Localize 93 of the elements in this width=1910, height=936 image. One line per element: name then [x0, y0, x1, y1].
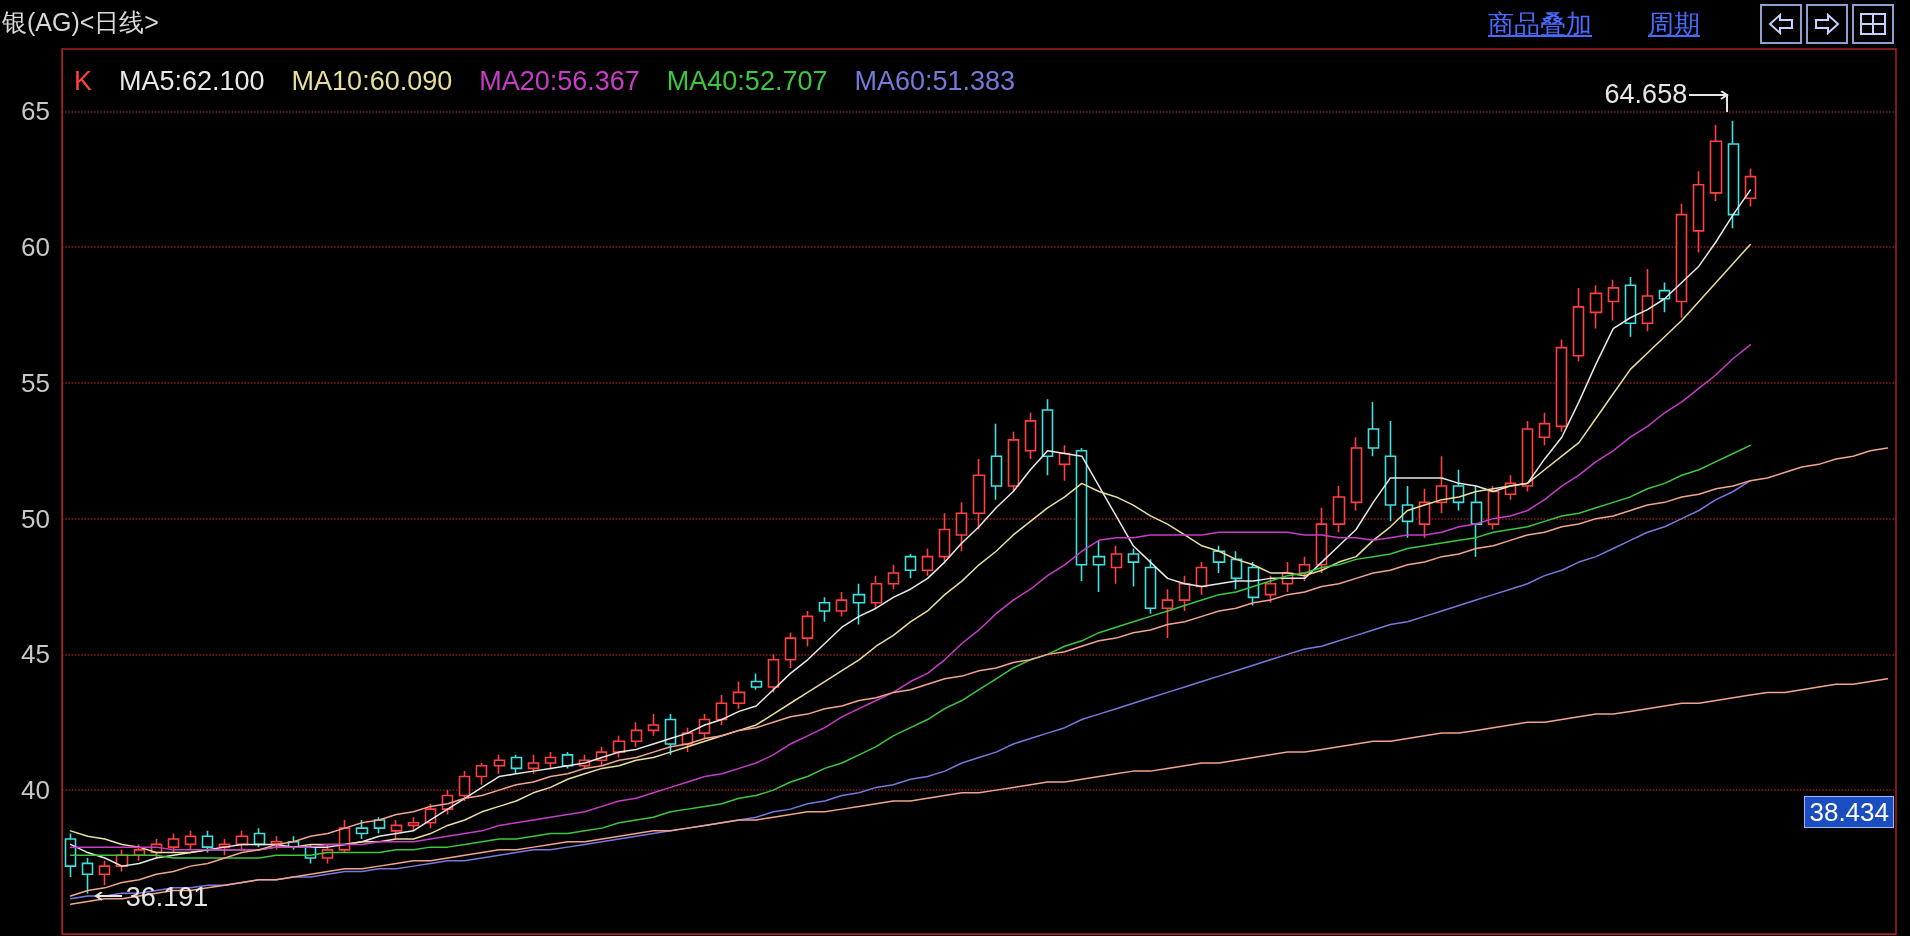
candlestick: [612, 735, 626, 759]
candlestick: [510, 754, 523, 775]
candlestick: [921, 547, 934, 577]
candlestick: [835, 591, 848, 618]
text: MA10:60.090: [291, 65, 453, 96]
candlestick: [201, 830, 214, 854]
candlestick: [1367, 401, 1380, 458]
text: 商品叠加: [1488, 7, 1592, 41]
text: MA5:62.100: [119, 65, 265, 96]
candlestick: [1589, 284, 1603, 330]
y-tick-label: 65: [21, 96, 50, 127]
candlestick: [1161, 588, 1174, 639]
candlestick: [98, 859, 111, 886]
candlestick: [801, 610, 814, 648]
candlestick: [1470, 485, 1483, 558]
candlestick: [1007, 430, 1020, 493]
candlestick: [1555, 338, 1568, 433]
candlestick: [1521, 420, 1534, 493]
candlestick: [1658, 281, 1671, 314]
y-tick-label: 40: [21, 775, 50, 806]
candlestick: [904, 553, 917, 580]
candlestick: [527, 754, 540, 775]
candlestick: [630, 721, 643, 748]
candlestick: [1709, 124, 1723, 202]
candlestick: [1675, 202, 1688, 319]
candlestick: [1075, 447, 1088, 582]
candlestick: [64, 832, 77, 878]
candlestick: [1692, 170, 1705, 254]
candlestick: [887, 564, 900, 591]
candlestick: [81, 857, 94, 895]
candlestick: [407, 816, 420, 832]
chart-title: 银(AG)<日线>: [2, 7, 159, 38]
candlestick: [990, 422, 1003, 501]
line-series: [69, 444, 1752, 859]
annotation: 36.191: [125, 881, 209, 912]
candlestick: [1435, 455, 1448, 515]
candlestick: [1384, 420, 1397, 523]
candlestick: [1024, 411, 1037, 460]
candlestick: [458, 770, 471, 802]
candlestick: [1041, 398, 1054, 477]
candlestick: [852, 583, 866, 626]
text: MA20:56.367: [479, 65, 640, 96]
candlestick: [767, 653, 780, 694]
candlestick: [870, 574, 883, 610]
annotation: 38.434: [1804, 796, 1894, 828]
candlestick: [355, 819, 369, 840]
candlestick: [647, 713, 660, 737]
candlestick: [1641, 268, 1654, 333]
candlestick: [1212, 544, 1226, 574]
candlestick: [1178, 574, 1191, 612]
candlestick: [235, 830, 249, 851]
y-tick-label: 55: [21, 367, 50, 398]
candlestick: [1264, 574, 1277, 604]
candlestick: [544, 751, 557, 770]
candlestick: [1092, 539, 1106, 593]
candlestick: [1727, 119, 1740, 229]
candlestick: [750, 672, 763, 691]
candlestick: [1452, 468, 1465, 512]
y-tick-label: 50: [21, 503, 50, 534]
candlestick: [373, 816, 386, 835]
annotation: 64.658: [1604, 78, 1688, 109]
candlestick: [475, 762, 488, 786]
candlestick: [955, 501, 968, 553]
candlestick: [1538, 411, 1551, 447]
candlestick: [732, 680, 746, 710]
candlestick: [1110, 544, 1123, 585]
candlestick: [1744, 167, 1757, 208]
candlestick: [1350, 436, 1363, 512]
candlestick: [390, 819, 403, 840]
candlestick: [1572, 287, 1585, 362]
text: MA60:51.383: [854, 65, 1016, 96]
candlestick: [1144, 558, 1157, 615]
candlestick: [1401, 485, 1414, 539]
line-series: [69, 678, 1889, 905]
candlestick: [1332, 485, 1346, 534]
candlestick: [1127, 547, 1140, 588]
line-series: [69, 344, 1752, 851]
candlestick: [938, 512, 951, 563]
y-tick-label: 60: [21, 232, 50, 263]
y-tick-label: 45: [21, 639, 50, 670]
candlestick: [1607, 278, 1620, 322]
candlestick: [167, 832, 180, 854]
candlestick: [1624, 276, 1637, 338]
text: MA40:52.707: [666, 65, 828, 96]
candlestick: [715, 694, 728, 726]
candlestick: [1418, 487, 1431, 539]
candlestick: [784, 631, 797, 669]
text: K: [74, 65, 93, 96]
candlestick: [972, 458, 986, 531]
candlestick: [184, 830, 197, 851]
candlestick: [818, 596, 831, 623]
text: 周期: [1648, 7, 1700, 41]
candlestick: [493, 754, 506, 775]
